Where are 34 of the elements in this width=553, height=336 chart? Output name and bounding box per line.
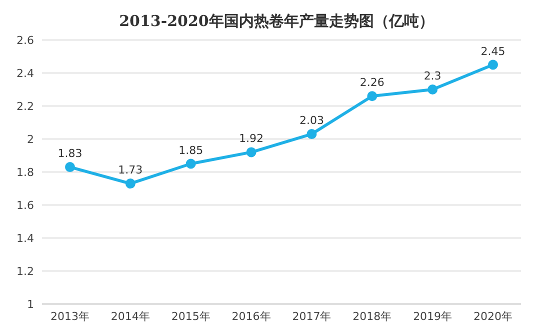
point <box>367 91 378 102</box>
x-tick-label: 2020年 <box>474 310 512 323</box>
y-tick-label: 2.6 <box>16 34 34 47</box>
data-label: 1.92 <box>239 132 264 146</box>
data-label: 1.85 <box>178 144 204 157</box>
chart-title: 2013-2020年国内热卷年产量走势图（亿吨） <box>118 11 435 32</box>
x-tick-label: 2017年 <box>292 310 332 323</box>
data-label: 2.45 <box>480 44 506 58</box>
point <box>306 129 317 140</box>
point <box>186 158 196 169</box>
x-tick-label: 2014年 <box>110 310 150 323</box>
y-tick-label: 2 <box>27 132 34 146</box>
point <box>246 147 256 158</box>
x-tick-label: 2015年 <box>171 310 210 323</box>
y-tick-label: 1.4 <box>16 232 34 245</box>
point <box>65 162 75 172</box>
x-tick-label: 2019年 <box>413 310 452 323</box>
y-tick-label: 1 <box>27 298 34 311</box>
y-tick-label: 1.2 <box>16 264 34 278</box>
data-label: 2.26 <box>360 76 384 90</box>
y-tick-label: 1.8 <box>16 166 34 179</box>
data-label: 2.03 <box>299 114 324 128</box>
y-tick-label: 2.4 <box>16 66 34 80</box>
point <box>488 60 498 70</box>
data-label: 2.3 <box>424 70 442 82</box>
x-tick-label: 2013年 <box>50 310 90 323</box>
data-label: 1.83 <box>58 147 82 160</box>
point <box>428 84 438 94</box>
x-tick-label: 2016年 <box>232 310 271 323</box>
y-tick-label: 2.2 <box>16 100 34 113</box>
point <box>125 178 136 189</box>
y-tick-label: 1.6 <box>16 198 34 212</box>
data-label: 1.73 <box>118 164 143 177</box>
x-tick-label: 2018年 <box>352 310 392 323</box>
